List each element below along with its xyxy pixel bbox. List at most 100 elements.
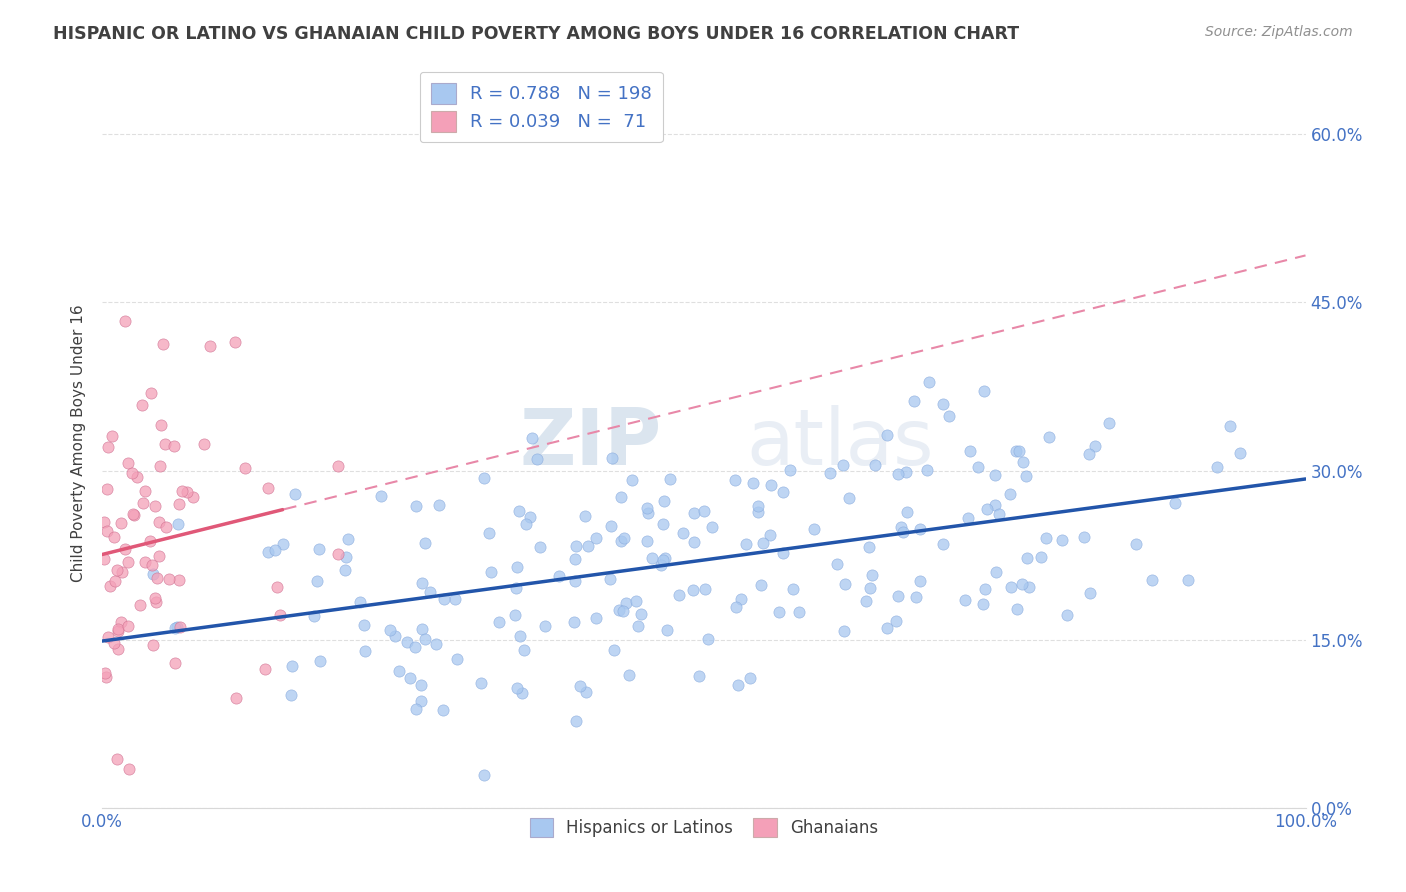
Point — [266, 580, 288, 594]
Point — [104, 574, 127, 588]
Point — [894, 465, 917, 479]
Point — [896, 506, 918, 520]
Point — [1164, 496, 1187, 510]
Point — [169, 620, 191, 634]
Point — [772, 485, 794, 500]
Point — [938, 409, 960, 424]
Point — [1177, 573, 1199, 587]
Point — [200, 339, 222, 353]
Point — [610, 491, 633, 505]
Point — [384, 629, 406, 643]
Point — [508, 503, 530, 517]
Point — [890, 520, 912, 534]
Point — [1206, 459, 1229, 474]
Point — [636, 534, 658, 549]
Point — [1007, 602, 1029, 616]
Point — [163, 621, 186, 635]
Point — [163, 656, 186, 670]
Point — [105, 752, 128, 766]
Point — [114, 314, 136, 328]
Point — [167, 517, 190, 532]
Point — [148, 515, 170, 529]
Point — [97, 630, 120, 644]
Point — [305, 574, 328, 588]
Point — [169, 573, 191, 587]
Point — [118, 763, 141, 777]
Point — [107, 624, 129, 639]
Point — [1031, 550, 1053, 565]
Text: HISPANIC OR LATINO VS GHANAIAN CHILD POVERTY AMONG BOYS UNDER 16 CORRELATION CHA: HISPANIC OR LATINO VS GHANAIAN CHILD POV… — [53, 25, 1019, 43]
Point — [121, 466, 143, 480]
Point — [904, 590, 927, 604]
Point — [479, 565, 502, 579]
Point — [548, 568, 571, 582]
Point — [876, 428, 898, 442]
Point — [257, 481, 280, 495]
Point — [505, 681, 527, 695]
Point — [636, 501, 658, 516]
Point — [915, 463, 938, 477]
Point — [446, 652, 468, 666]
Point — [529, 540, 551, 554]
Point — [688, 668, 710, 682]
Text: Source: ZipAtlas.com: Source: ZipAtlas.com — [1205, 25, 1353, 39]
Point — [405, 702, 427, 716]
Point — [832, 624, 855, 638]
Legend: Hispanics or Latinos, Ghanaians: Hispanics or Latinos, Ghanaians — [523, 812, 884, 844]
Point — [886, 614, 908, 628]
Text: atlas: atlas — [747, 405, 934, 481]
Point — [803, 522, 825, 536]
Point — [742, 476, 765, 491]
Point — [131, 496, 153, 510]
Point — [1000, 580, 1022, 594]
Point — [271, 537, 294, 551]
Point — [682, 535, 704, 549]
Point — [94, 665, 117, 680]
Point — [141, 385, 163, 400]
Point — [876, 621, 898, 635]
Point — [284, 486, 307, 500]
Point — [825, 558, 848, 572]
Point — [145, 595, 167, 609]
Point — [564, 574, 586, 589]
Point — [280, 688, 302, 702]
Point — [425, 637, 447, 651]
Point — [908, 574, 931, 588]
Point — [148, 549, 170, 563]
Point — [610, 534, 633, 549]
Point — [1008, 443, 1031, 458]
Point — [955, 593, 977, 607]
Point — [585, 611, 607, 625]
Point — [103, 636, 125, 650]
Point — [520, 431, 543, 445]
Point — [759, 528, 782, 542]
Point — [727, 678, 749, 692]
Point — [972, 597, 994, 611]
Point — [887, 467, 910, 481]
Point — [651, 517, 673, 532]
Point — [562, 615, 585, 630]
Point — [138, 534, 160, 549]
Point — [1005, 443, 1028, 458]
Point — [411, 576, 433, 591]
Point — [759, 478, 782, 492]
Point — [472, 768, 495, 782]
Point — [574, 685, 596, 699]
Point — [682, 583, 704, 598]
Point — [574, 509, 596, 524]
Point — [984, 565, 1007, 579]
Point — [564, 540, 586, 554]
Point — [910, 522, 932, 536]
Point — [505, 581, 527, 595]
Point — [404, 640, 426, 654]
Point — [93, 551, 115, 566]
Point — [966, 459, 988, 474]
Point — [735, 536, 758, 550]
Point — [657, 623, 679, 637]
Point — [143, 591, 166, 605]
Point — [101, 429, 124, 443]
Point — [768, 605, 790, 619]
Point — [444, 591, 467, 606]
Point — [409, 677, 432, 691]
Point — [612, 604, 634, 618]
